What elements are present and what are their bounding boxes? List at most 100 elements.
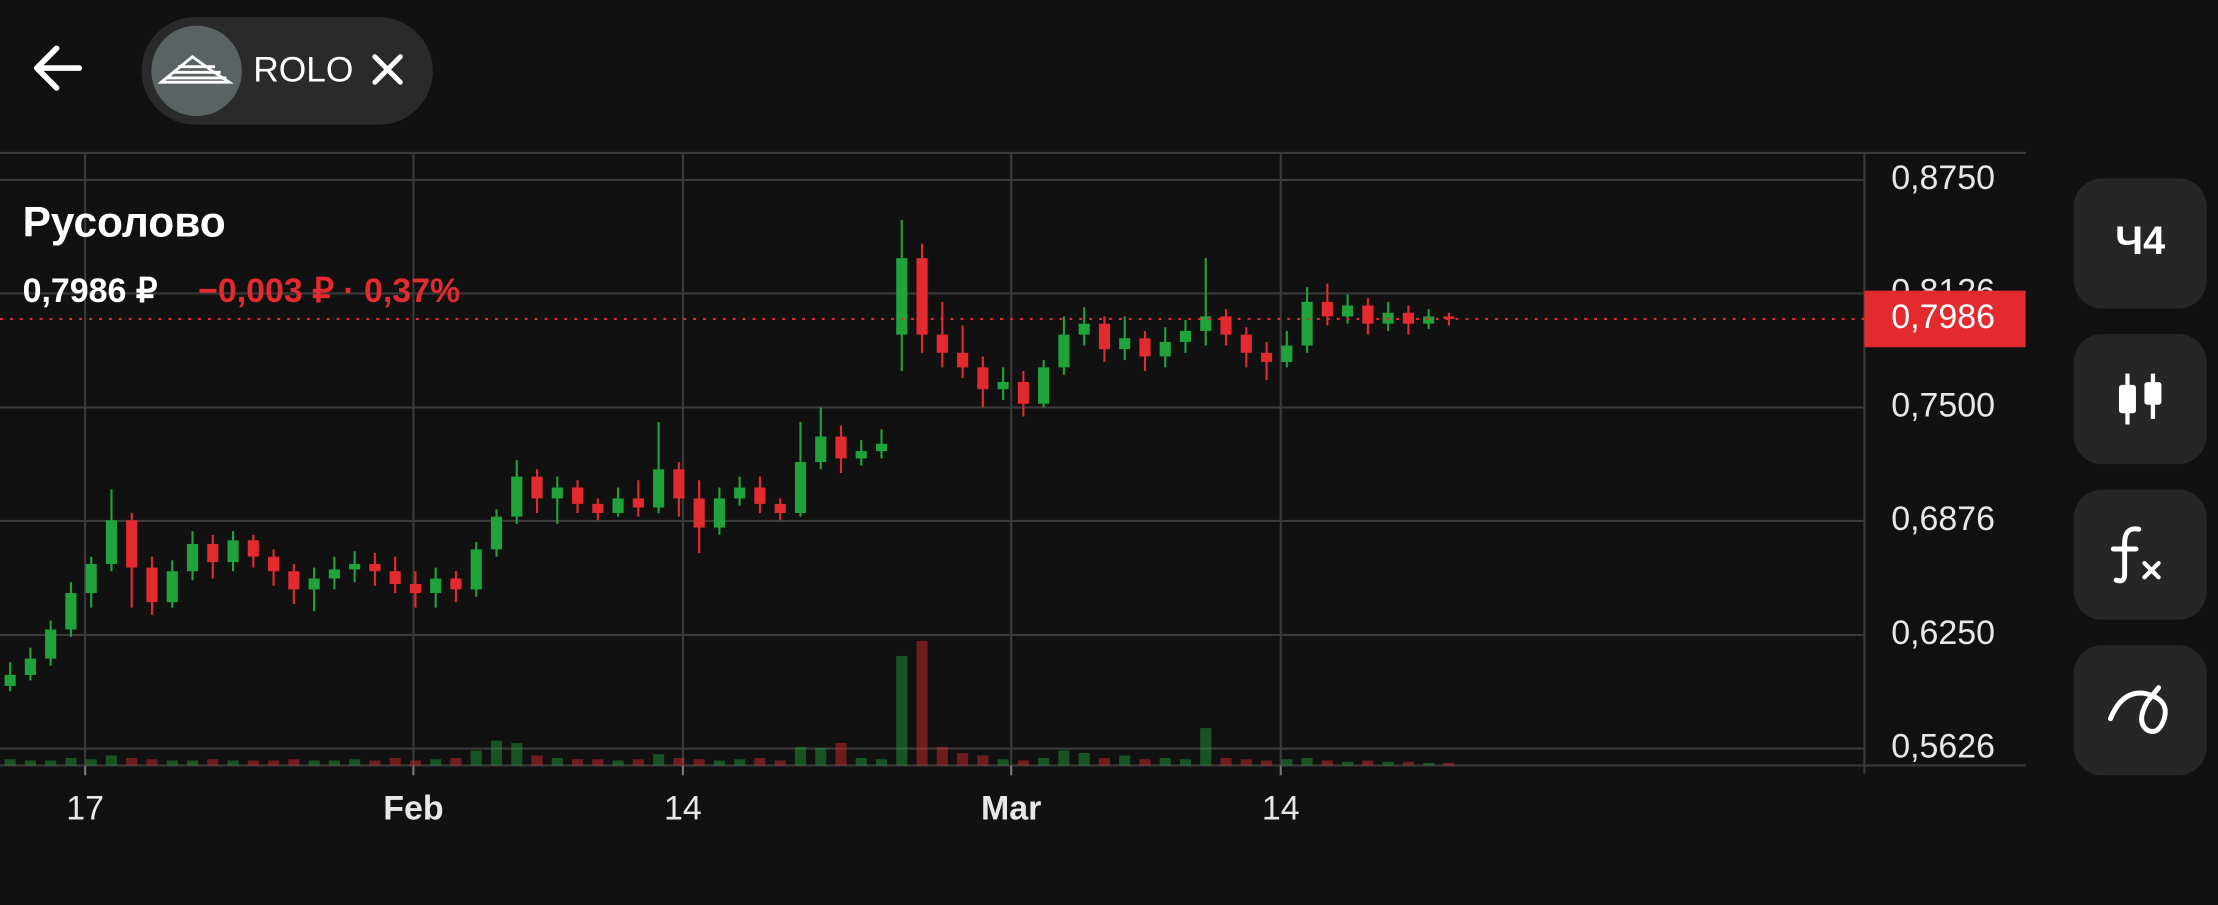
volume-bar <box>855 757 867 766</box>
volume-bar <box>551 757 563 766</box>
x-tick-label: Feb <box>383 790 443 828</box>
last-price-tag <box>1864 290 2026 348</box>
y-tick-label: 0,6250 <box>1891 614 1995 652</box>
volume-bar <box>531 755 543 766</box>
candle-body <box>551 487 563 499</box>
x-tick-label: 17 <box>66 790 104 828</box>
candle-body <box>1139 338 1151 357</box>
candle-body <box>1200 316 1212 331</box>
volume-bar <box>45 760 57 766</box>
candle-body <box>997 381 1009 390</box>
ticker-chip[interactable]: ROLO <box>141 17 433 125</box>
candle-body <box>207 543 219 563</box>
volume-bar <box>754 757 766 766</box>
drawing-button[interactable] <box>2073 645 2207 776</box>
ticker: ROLO <box>253 51 353 90</box>
volume-bar <box>369 760 381 766</box>
candle-body <box>85 563 97 594</box>
volume-bar <box>470 750 482 766</box>
candle-body <box>612 498 624 513</box>
volume-bar <box>1443 762 1455 766</box>
volume-bar <box>1220 757 1232 766</box>
volume-bar <box>1119 755 1131 766</box>
candle-body <box>754 487 766 504</box>
candle-body <box>186 543 199 572</box>
close-icon[interactable] <box>372 54 403 85</box>
candle-body <box>896 258 908 335</box>
volume-bar <box>653 754 665 766</box>
candle-body <box>1423 316 1435 324</box>
interval-button[interactable]: Ч4 <box>2073 178 2207 309</box>
candle-body <box>673 469 685 499</box>
last-price-label: 0,7986 <box>1891 298 1995 336</box>
candle-body <box>1159 341 1171 357</box>
candle-body <box>916 258 928 335</box>
back-button[interactable] <box>33 45 83 91</box>
candle-body <box>1119 338 1131 350</box>
candle-body <box>774 503 786 513</box>
candle-body <box>470 549 482 590</box>
volume-bar <box>896 655 908 766</box>
volume-bar <box>288 759 300 766</box>
volume-bar <box>713 760 725 766</box>
volume-bar <box>1423 762 1435 766</box>
volume-bar <box>1179 759 1192 766</box>
volume-bar <box>1301 757 1313 766</box>
volume-bar <box>146 759 158 766</box>
volume-bar <box>1362 760 1374 766</box>
volume-bar <box>592 759 604 766</box>
volume-bar <box>126 757 138 766</box>
volume-bar <box>815 748 827 766</box>
volume-bar <box>794 746 807 766</box>
candle-body <box>957 352 969 368</box>
volume-bar <box>1200 728 1212 766</box>
candle-body <box>531 476 543 499</box>
candle-body <box>369 563 381 572</box>
volume-bar <box>936 746 948 766</box>
volume-bar <box>916 640 928 766</box>
candle-body <box>1301 301 1313 346</box>
interval: Ч4 <box>2115 219 2165 263</box>
candle-body <box>146 567 158 603</box>
volume-bar <box>349 759 361 766</box>
volume-bar <box>875 759 888 766</box>
candle-body <box>227 540 239 563</box>
volume-bar <box>1078 752 1090 766</box>
candle-body <box>490 516 503 550</box>
volume-bar <box>511 743 523 766</box>
candle-body <box>1220 316 1232 335</box>
price-change: −0,003 ₽ · 0,37% <box>198 272 460 310</box>
chart-type-button[interactable] <box>2073 334 2207 465</box>
volume-bar <box>734 759 746 766</box>
volume-bar <box>1382 761 1394 766</box>
candle-body <box>571 487 584 504</box>
candle-body <box>835 436 847 459</box>
volume-bar <box>835 743 847 766</box>
candle-body <box>126 520 138 568</box>
candle-body <box>875 443 888 452</box>
candle-body <box>65 593 77 630</box>
volume-bar <box>186 760 199 766</box>
candle-body <box>349 563 361 570</box>
candle-body <box>734 487 746 499</box>
volume-bar <box>328 760 340 766</box>
indicators-button[interactable] <box>2073 489 2207 620</box>
volume-bar <box>1058 750 1070 766</box>
y-tick-label: 0,6876 <box>1891 500 1995 538</box>
x-tick-label: 14 <box>664 790 702 828</box>
candle-body <box>1078 323 1090 335</box>
chart: 0,56260,62500,68760,75000,81260,875017Fe… <box>0 151 2026 828</box>
volume-bar <box>268 760 280 766</box>
candle-body <box>794 462 807 513</box>
candle-body <box>511 476 523 517</box>
candle-body <box>45 629 57 659</box>
candle-body <box>288 571 300 590</box>
candle-body <box>1321 301 1333 317</box>
candle-body <box>1240 334 1252 353</box>
candle-body <box>268 556 280 572</box>
candle-body <box>977 367 989 390</box>
candle-body <box>247 540 259 557</box>
volume-bar <box>207 759 219 766</box>
